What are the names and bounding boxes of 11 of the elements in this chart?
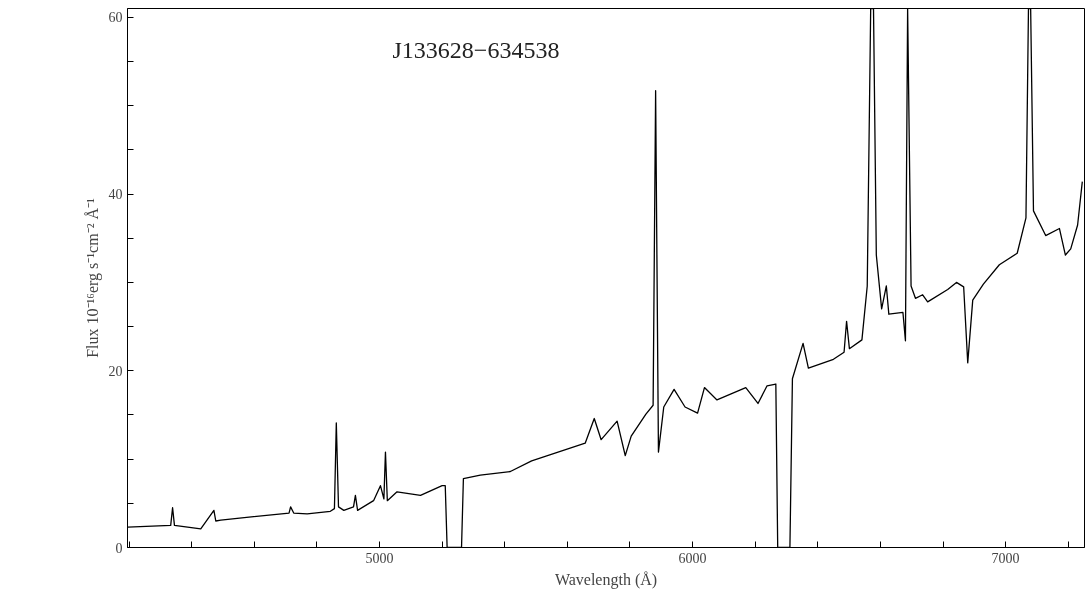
text: J133628−634538 <box>392 36 560 63</box>
x-axis-title: Wavelength (Å) <box>554 570 658 589</box>
y-tick-label: 0 <box>115 540 123 556</box>
line-series <box>127 8 1083 548</box>
y-tick-label: 40 <box>108 187 123 203</box>
y-tick-label: 20 <box>108 363 123 379</box>
y-tick-label: 60 <box>108 10 123 26</box>
x-tick-label: 5000 <box>365 550 394 566</box>
x-tick-label: 7000 <box>991 550 1020 566</box>
x-tick-label: 6000 <box>678 550 707 566</box>
y-axis-title: Flux 10⁻¹⁶erg s⁻¹cm⁻² Å⁻¹ <box>83 198 102 358</box>
